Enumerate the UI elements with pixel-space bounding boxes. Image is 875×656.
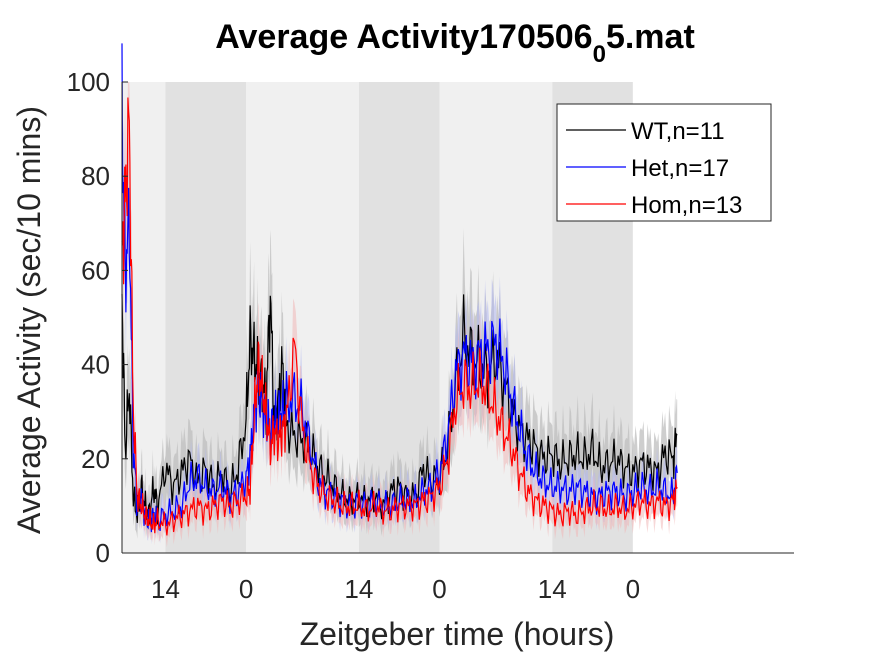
x-tick-label-3: 0 [432, 574, 446, 604]
x-tick-label-1: 0 [239, 574, 253, 604]
x-tick-labels: 14 0 14 0 14 0 [151, 574, 640, 604]
y-tick-label-3: 60 [81, 255, 110, 285]
y-tick-label-2: 40 [81, 350, 110, 380]
chart-title-suffix: 5.mat [606, 18, 695, 56]
light-period-1 [246, 82, 359, 553]
legend-label-2: Hom,n=13 [631, 192, 742, 219]
chart-title-subscript: 0 [593, 41, 606, 68]
y-tick-label-1: 20 [81, 444, 110, 474]
legend-box [556, 103, 772, 222]
series-line-2 [121, 97, 678, 536]
y-tick-label-0: 0 [96, 538, 110, 568]
chart-title-main: Average Activity170506 [215, 18, 592, 56]
x-axis-label: Zeitgeber time (hours) [300, 616, 615, 652]
x-tick-label-5: 0 [626, 574, 640, 604]
chart-legend: WT,n=11 Het,n=17 Hom,n=13 [556, 103, 772, 222]
chart-title: Average Activity17050605.mat [215, 18, 695, 68]
axes [121, 82, 794, 554]
y-axis-label: Average Activity (sec/10 mins) [11, 106, 47, 534]
sem-band-2 [122, 82, 678, 548]
x-tick-label-0: 14 [151, 574, 180, 604]
legend-label-1: Het,n=17 [631, 155, 729, 182]
legend-label-0: WT,n=11 [631, 118, 725, 145]
series-line-1 [121, 43, 678, 533]
x-tick-label-2: 14 [344, 574, 373, 604]
y-tick-label-4: 80 [81, 161, 110, 191]
series-lines [121, 43, 678, 536]
y-tick-labels: 0 20 40 60 80 100 [67, 67, 128, 568]
x-tick-label-4: 14 [538, 574, 567, 604]
y-tick-label-5: 100 [67, 67, 110, 97]
